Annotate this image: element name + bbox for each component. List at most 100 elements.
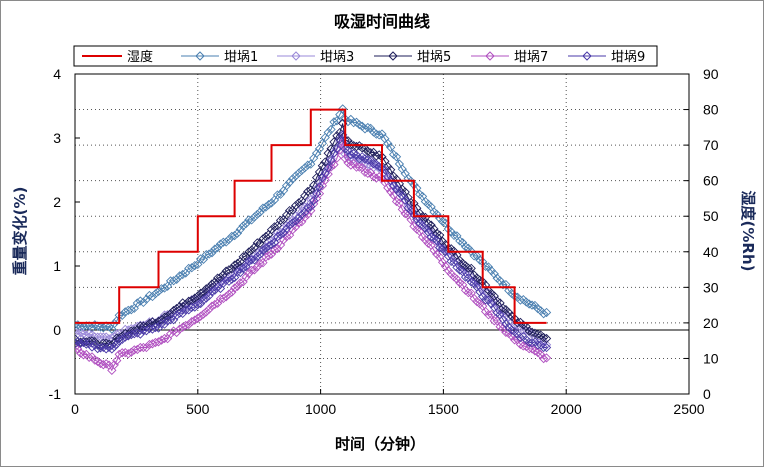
data-point xyxy=(386,165,396,175)
data-point xyxy=(129,326,139,336)
data-point xyxy=(524,299,534,309)
data-point xyxy=(247,255,257,265)
data-point xyxy=(539,342,549,353)
data-point xyxy=(213,273,223,283)
data-point xyxy=(426,232,436,242)
humidity-line xyxy=(75,108,547,324)
x-tick-label: 1000 xyxy=(305,401,336,417)
data-point xyxy=(98,360,108,370)
data-point xyxy=(95,332,106,342)
data-point xyxy=(349,149,359,159)
y-right-tick-label: 50 xyxy=(703,208,719,224)
data-point xyxy=(311,148,322,158)
data-point xyxy=(78,329,89,339)
data-point xyxy=(213,282,223,292)
series-3 xyxy=(75,118,552,351)
data-point xyxy=(394,198,405,208)
data-point xyxy=(449,230,459,241)
data-point xyxy=(224,265,234,275)
data-point xyxy=(409,198,419,208)
y-left-tick-label: 0 xyxy=(53,322,61,338)
data-point xyxy=(266,239,277,250)
data-point xyxy=(397,204,407,215)
data-point xyxy=(213,298,223,308)
data-point xyxy=(165,315,176,325)
data-point xyxy=(227,287,237,297)
data-point xyxy=(297,196,307,206)
data-point xyxy=(288,205,298,215)
data-point xyxy=(132,328,142,338)
data-point xyxy=(75,327,80,338)
legend-label: 湿度 xyxy=(127,49,153,65)
data-point xyxy=(249,242,260,252)
data-point xyxy=(230,283,240,293)
data-point xyxy=(207,248,217,258)
data-point xyxy=(371,151,381,161)
data-point xyxy=(150,289,161,299)
data-point xyxy=(78,337,89,348)
data-point xyxy=(123,349,133,359)
data-point xyxy=(303,203,313,213)
data-point xyxy=(432,236,442,246)
data-point xyxy=(360,154,370,164)
data-point xyxy=(238,277,248,287)
y-right-tick-label: 20 xyxy=(703,315,719,331)
data-point xyxy=(420,223,431,233)
data-point xyxy=(238,263,248,273)
data-point xyxy=(187,295,197,305)
data-point xyxy=(309,153,319,163)
data-point xyxy=(415,189,425,199)
data-point xyxy=(104,360,114,370)
data-point xyxy=(275,215,286,225)
data-point xyxy=(215,283,226,294)
data-point xyxy=(417,191,428,202)
data-point xyxy=(541,353,552,363)
data-point xyxy=(210,277,220,287)
series-5 xyxy=(75,130,552,354)
legend-label: 坩埚7 xyxy=(514,50,548,65)
data-point xyxy=(388,180,399,191)
data-point xyxy=(311,188,322,199)
data-point xyxy=(533,347,543,358)
data-point xyxy=(539,309,549,319)
data-point xyxy=(126,347,136,357)
data-point xyxy=(93,356,103,367)
data-point xyxy=(156,319,167,329)
data-point xyxy=(391,152,402,162)
y-axis-label-left: 重量变化(%) xyxy=(11,187,29,276)
data-point xyxy=(415,218,425,228)
data-point xyxy=(429,224,439,234)
data-point xyxy=(489,291,499,301)
y-left-tick-label: 2 xyxy=(53,194,61,210)
data-point xyxy=(460,272,471,282)
data-point xyxy=(241,218,251,229)
data-point xyxy=(235,267,245,278)
data-point xyxy=(463,273,474,283)
data-point xyxy=(181,268,191,278)
plot-clip-group xyxy=(75,104,552,375)
data-point xyxy=(492,308,502,318)
x-tick-label: 2000 xyxy=(551,401,582,417)
data-point xyxy=(458,238,468,248)
data-point xyxy=(354,154,364,164)
data-point xyxy=(343,145,353,156)
x-tick-label: 1500 xyxy=(428,401,459,417)
data-point xyxy=(443,251,453,261)
data-point xyxy=(366,167,376,178)
data-point xyxy=(107,324,117,334)
data-point xyxy=(383,171,393,182)
data-point xyxy=(363,168,373,178)
data-point xyxy=(204,291,214,301)
legend-entry: 湿度 xyxy=(82,49,153,65)
data-point xyxy=(187,302,197,313)
data-point xyxy=(363,122,373,133)
data-point xyxy=(351,150,362,160)
x-axis-label: 时间（分钟） xyxy=(335,435,425,453)
data-point xyxy=(426,220,436,230)
data-point xyxy=(178,269,188,280)
data-point xyxy=(371,129,381,139)
data-point xyxy=(320,132,330,143)
series-2 xyxy=(75,132,552,350)
data-point xyxy=(178,322,188,332)
data-point xyxy=(335,134,345,144)
